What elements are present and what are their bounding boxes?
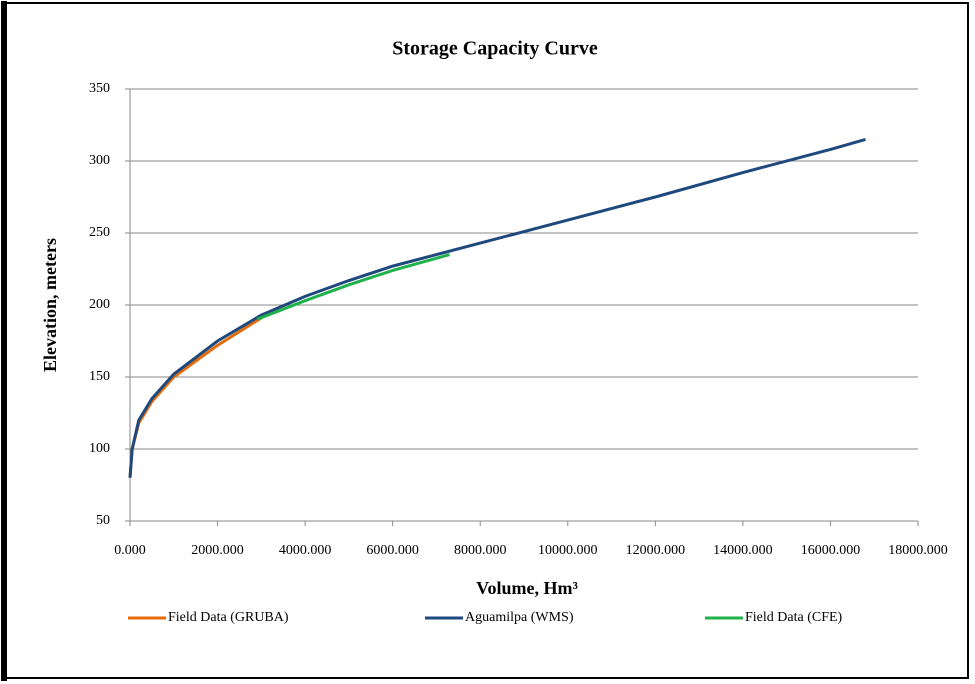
- y-tick-label: 150: [89, 369, 110, 384]
- x-tick-label: 2000.000: [191, 543, 244, 558]
- legend-label: Field Data (GRUBA): [168, 610, 289, 625]
- y-tick-label: 200: [89, 297, 110, 312]
- y-tick-label: 250: [89, 225, 110, 240]
- y-tick-label: 350: [89, 81, 110, 96]
- series-line: [256, 253, 450, 321]
- x-axis-title: Volume, Hm³: [476, 578, 578, 598]
- frame-edge: [1, 1, 7, 681]
- y-tick-label: 300: [89, 153, 110, 168]
- x-tick-label: 14000.000: [713, 543, 773, 558]
- series-line: [128, 137, 866, 478]
- x-tick-label: 6000.000: [366, 543, 419, 558]
- x-tick-label: 10000.000: [538, 543, 598, 558]
- legend-label: Aguamilpa (WMS): [465, 610, 574, 625]
- x-tick-label: 0.000: [114, 543, 146, 558]
- y-axis-title: Elevation, meters: [40, 238, 60, 372]
- x-tick-label: 12000.000: [626, 543, 686, 558]
- x-tick-label: 18000.000: [888, 543, 948, 558]
- chart-title: Storage Capacity Curve: [392, 38, 598, 60]
- legend-label: Field Data (CFE): [745, 610, 843, 625]
- y-tick-label: 100: [89, 441, 110, 456]
- y-tick-label: 50: [96, 513, 110, 528]
- x-tick-label: 4000.000: [279, 543, 332, 558]
- x-tick-label: 16000.000: [801, 543, 861, 558]
- x-tick-label: 8000.000: [454, 543, 507, 558]
